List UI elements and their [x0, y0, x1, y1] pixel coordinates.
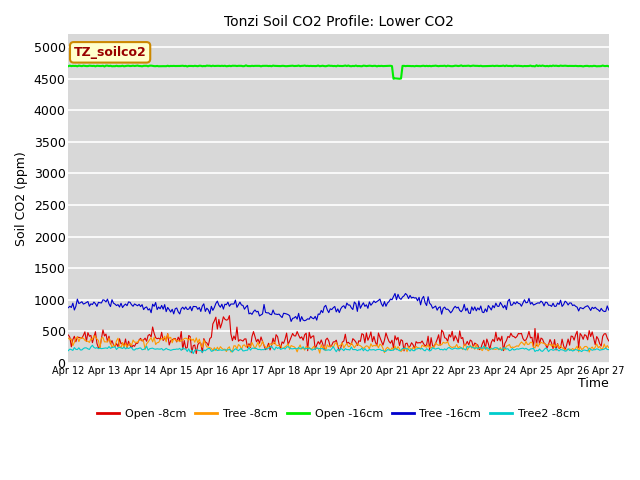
Title: Tonzi Soil CO2 Profile: Lower CO2: Tonzi Soil CO2 Profile: Lower CO2	[223, 15, 454, 29]
Text: TZ_soilco2: TZ_soilco2	[74, 46, 147, 59]
Y-axis label: Soil CO2 (ppm): Soil CO2 (ppm)	[15, 151, 28, 246]
X-axis label: Time: Time	[578, 377, 609, 390]
Legend: Open -8cm, Tree -8cm, Open -16cm, Tree -16cm, Tree2 -8cm: Open -8cm, Tree -8cm, Open -16cm, Tree -…	[93, 404, 584, 423]
